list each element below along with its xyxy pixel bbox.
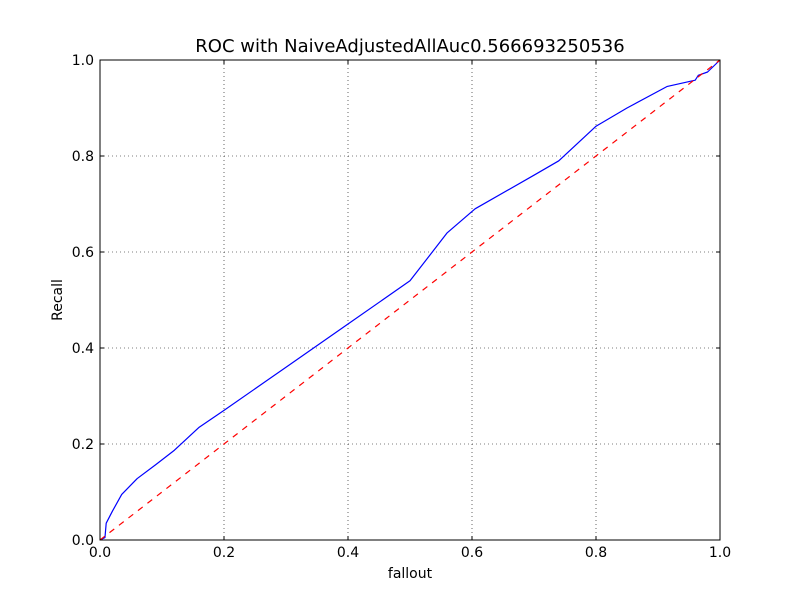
x-tick-label: 0.2 (213, 545, 235, 561)
x-tick-label: 1.0 (709, 545, 731, 561)
x-tick-labels: 0.0 0.2 0.4 0.6 0.8 1.0 (89, 545, 731, 561)
x-tick-label: 0.4 (337, 545, 359, 561)
x-tick-label: 0.8 (585, 545, 607, 561)
y-tick-label: 0.6 (72, 245, 94, 261)
plot-frame (99, 59, 721, 541)
x-tick-label: 0.0 (89, 545, 111, 561)
axis-ticks (99, 59, 721, 541)
y-tick-label: 1.0 (72, 53, 94, 69)
chart-title: ROC with NaiveAdjustedAllAuc0.5666932505… (195, 36, 624, 57)
y-tick-labels: 0.0 0.2 0.4 0.6 0.8 1.0 (72, 53, 94, 549)
roc-curve-line (99, 59, 721, 541)
y-tick-label: 0.0 (72, 533, 94, 549)
y-tick-label: 0.4 (72, 341, 94, 357)
series-layer (99, 59, 721, 541)
y-axis-label: Recall (50, 279, 66, 321)
plot-area (100, 60, 720, 540)
grid-lines (100, 60, 720, 540)
x-tick-label: 0.6 (461, 545, 483, 561)
x-axis-label: fallout (388, 566, 433, 582)
y-tick-label: 0.8 (72, 149, 94, 165)
y-tick-label: 0.2 (72, 437, 94, 453)
chance-diagonal-line (99, 59, 721, 541)
